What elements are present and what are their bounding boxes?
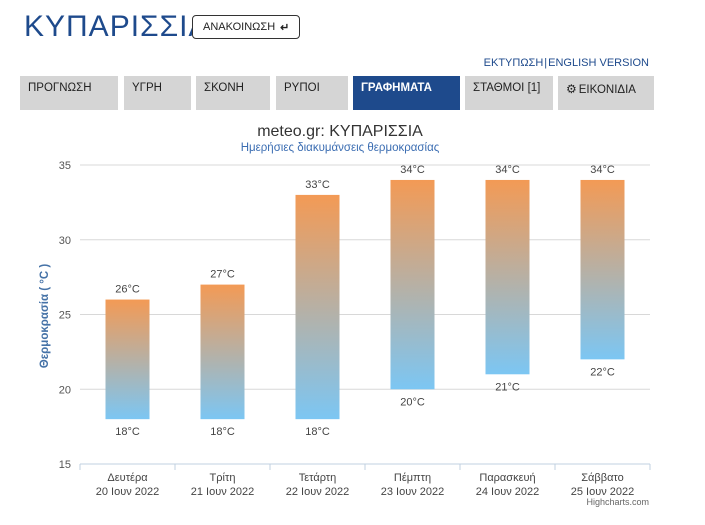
chart-subtitle: Ημερήσιες διακυμάνσεις θερμοκρασίας [241,142,440,154]
x-tick-date-label: 25 Ιουν 2022 [571,486,635,498]
low-temp-label: 20°C [400,396,425,408]
tab-dust[interactable]: ΣΚΟΝΗ [196,76,270,110]
low-temp-label: 18°C [115,426,140,438]
city-title: ΚΥΠΑΡΙΣΣΙΑ [24,10,210,43]
y-tick-label: 15 [59,459,71,471]
x-tick-date-label: 22 Ιουν 2022 [286,486,350,498]
x-axis: Δευτέρα 20 Ιουν 2022 Τρίτη 21 Ιουν 2022 Τετά… [79,463,651,498]
low-temp-label: 18°C [210,426,235,438]
y-tick-label: 35 [59,160,71,172]
data-labels: 26°C 18°C 27°C 18°C 33°C 18°C 34°C 20°C 34°C 21°C… [115,164,615,438]
y-tick-label: 30 [59,235,71,247]
tab-label: ΥΓΡΗ [132,82,162,94]
tab-label: ΕΙΚΟΝΙΔΙΑ [578,84,636,96]
gear-icon: ⚙ [566,82,577,96]
high-temp-label: 34°C [400,164,425,176]
low-temp-label: 22°C [590,366,615,378]
tab-icons[interactable]: ⚙ ΕΙΚΟΝΙΔΙΑ [558,76,654,110]
tab-label: ΓΡΑΦΗΜΑΤΑ [361,82,432,94]
x-tick-date-label: 20 Ιουν 2022 [96,486,160,498]
return-arrow-icon: ↵ [280,21,290,34]
high-temp-label: 34°C [590,164,615,176]
x-tick-day-label: Τρίτη [210,472,236,484]
tab-humidity[interactable]: ΥΓΡΗ [124,76,191,110]
x-tick-day-label: Δευτέρα [107,472,148,484]
temperature-bar[interactable] [485,179,530,375]
x-tick-day-label: Παρασκευή [479,472,535,484]
tab-label: ΡΥΠΟΙ [284,82,320,94]
x-tick-date-label: 23 Ιουν 2022 [381,486,445,498]
tab-forecast[interactable]: ΠΡΟΓΝΩΣΗ [20,76,118,110]
bars [105,179,625,420]
y-axis-label: Θερμοκρασία ( °C ) [39,264,51,369]
high-temp-label: 33°C [305,179,330,191]
low-temp-label: 21°C [495,381,520,393]
x-tick-day-label: Τετάρτη [299,472,337,484]
chart-title: meteo.gr: ΚΥΠΑΡΙΣΣΙΑ [257,123,423,140]
highcharts-credit[interactable]: Highcharts.com [586,497,649,507]
tab-pollutants[interactable]: ΡΥΠΟΙ [276,76,348,110]
y-tick-label: 20 [59,384,71,396]
announcement-label: ΑΝΑΚΟΙΝΩΣΗ [203,21,276,33]
temperature-bar[interactable] [295,194,340,420]
temperature-chart: meteo.gr: ΚΥΠΑΡΙΣΣΙΑ Ημερήσιες διακυμάνσ… [39,123,651,507]
tab-label: ΣΤΑΘΜΟΙ [1] [473,82,541,94]
low-temp-label: 18°C [305,426,330,438]
y-tick-labels: 15 20 25 30 35 [59,160,71,471]
english-version-link[interactable]: ENGLISH VERSION [548,57,649,69]
x-tick-day-label: Πέμπτη [394,472,431,484]
temperature-bar[interactable] [580,179,625,360]
high-temp-label: 27°C [210,269,235,281]
tab-label: ΠΡΟΓΝΩΣΗ [28,82,92,94]
temperature-bar[interactable] [105,299,150,420]
tab-stations[interactable]: ΣΤΑΘΜΟΙ [1] [465,76,553,110]
x-tick-day-label: Σάββατο [581,472,623,484]
top-links: ΕΚΤΥΠΩΣΗ|ENGLISH VERSION [484,57,649,69]
y-tick-label: 25 [59,310,71,322]
temperature-bar[interactable] [390,179,435,390]
link-separator: | [544,57,548,69]
tab-charts[interactable]: ΓΡΑΦΗΜΑΤΑ [353,76,460,110]
x-tick-date-label: 24 Ιουν 2022 [476,486,540,498]
high-temp-label: 26°C [115,284,140,296]
temperature-bar[interactable] [200,284,245,420]
high-temp-label: 34°C [495,164,520,176]
tab-label: ΣΚΟΝΗ [204,82,244,94]
print-link[interactable]: ΕΚΤΥΠΩΣΗ [483,57,544,69]
grid-lines [80,164,650,465]
announcement-button[interactable]: ΑΝΑΚΟΙΝΩΣΗ ↵ [192,15,301,39]
x-tick-date-label: 21 Ιουν 2022 [191,486,255,498]
